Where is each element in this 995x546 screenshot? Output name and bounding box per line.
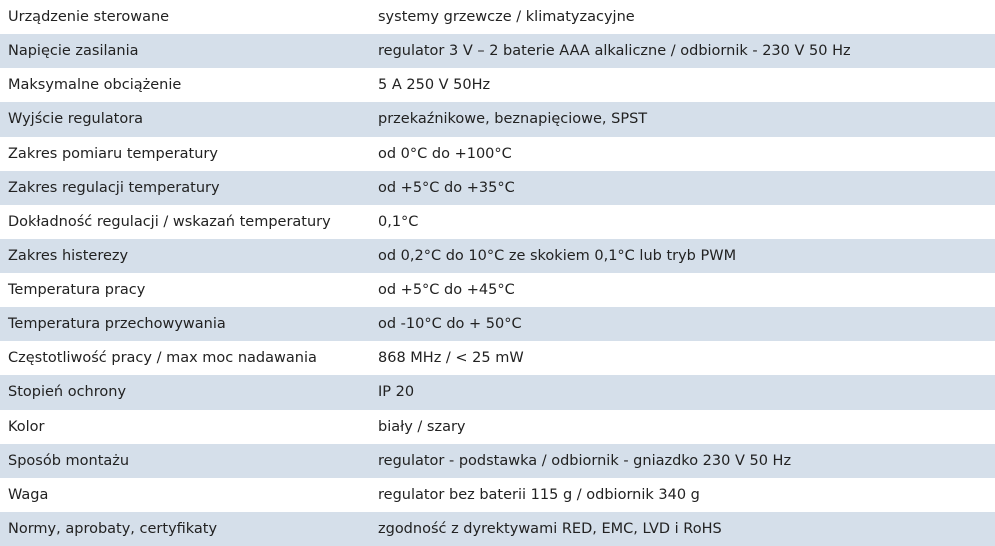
spec-label: Maksymalne obciążenie	[8, 77, 182, 94]
spec-row: Urządzenie sterowane systemy grzewcze / k…	[0, 0, 995, 34]
spec-value: regulator 3 V – 2 baterie AAA alkaliczne…	[370, 34, 995, 69]
spec-value: od +5°C do +35°C	[370, 170, 995, 205]
spec-row: Sposób montażu regulator - podstawka / od…	[0, 443, 995, 478]
spec-value: zgodność z dyrektywami RED, EMC, LVD i R…	[370, 511, 995, 546]
spec-label: Waga	[8, 486, 49, 503]
spec-row: Zakres histerezy od 0,2°C do 10°C ze skok…	[0, 238, 995, 273]
spec-value: regulator bez baterii 115 g / odbiornik …	[378, 486, 700, 503]
spec-label: Temperatura pracy	[8, 282, 146, 299]
spec-value: od 0,2°C do 10°C ze skokiem 0,1°C lub tr…	[370, 238, 995, 273]
spec-label: Sposób montażu	[0, 443, 370, 478]
spec-row: Napięcie zasilania regulator 3 V – 2 bate…	[0, 34, 995, 69]
spec-label: Zakres histerezy	[0, 238, 370, 273]
spec-row: Normy, aprobaty, certyfikaty zgodność z d…	[0, 511, 995, 546]
spec-label: Kolor	[8, 418, 45, 435]
spec-value: biały / szary	[378, 418, 466, 435]
spec-row: Wyjście regulatora przekaźnikowe, beznapi…	[0, 102, 995, 137]
spec-label: Napięcie zasilania	[0, 34, 370, 69]
spec-label: Częstotliwość pracy / max moc nadawania	[8, 350, 317, 367]
spec-value: 868 MHz / < 25 mW	[378, 350, 524, 367]
spec-row: Zakres pomiaru temperatury od 0°C do +100…	[0, 137, 995, 171]
spec-value: regulator - podstawka / odbiornik - gnia…	[370, 443, 995, 478]
spec-row: Temperatura pracy od +5°C do +45°C	[0, 273, 995, 307]
spec-row: Dokładność regulacji / wskazań temperatu…	[0, 205, 995, 239]
spec-value: IP 20	[370, 375, 995, 410]
spec-row: Stopień ochrony IP 20	[0, 375, 995, 410]
spec-value: od 0°C do +100°C	[378, 145, 512, 162]
spec-label: Zakres pomiaru temperatury	[8, 145, 218, 162]
spec-row: Temperatura przechowywania od -10°C do + …	[0, 307, 995, 342]
spec-label: Dokładność regulacji / wskazań temperatu…	[8, 213, 331, 230]
spec-label: Urządzenie sterowane	[8, 9, 170, 26]
spec-value: systemy grzewcze / klimatyzacyjne	[378, 9, 635, 26]
spec-value: 0,1°C	[378, 213, 419, 230]
spec-value: 5 A 250 V 50Hz	[378, 77, 491, 94]
spec-label: Zakres regulacji temperatury	[0, 170, 370, 205]
spec-label: Stopień ochrony	[0, 375, 370, 410]
spec-row: Maksymalne obciążenie 5 A 250 V 50Hz	[0, 68, 995, 102]
spec-value: od +5°C do +45°C	[378, 282, 515, 299]
spec-label: Normy, aprobaty, certyfikaty	[0, 511, 370, 546]
spec-label: Wyjście regulatora	[0, 102, 370, 137]
spec-value: od -10°C do + 50°C	[370, 307, 995, 342]
spec-row: Kolor biały / szary	[0, 410, 995, 444]
spec-row: Zakres regulacji temperatury od +5°C do +…	[0, 170, 995, 205]
spec-label: Temperatura przechowywania	[0, 307, 370, 342]
spec-row: Waga regulator bez baterii 115 g / odbior…	[0, 478, 995, 512]
spec-row: Częstotliwość pracy / max moc nadawania 8…	[0, 341, 995, 375]
spec-value: przekaźnikowe, beznapięciowe, SPST	[370, 102, 995, 137]
